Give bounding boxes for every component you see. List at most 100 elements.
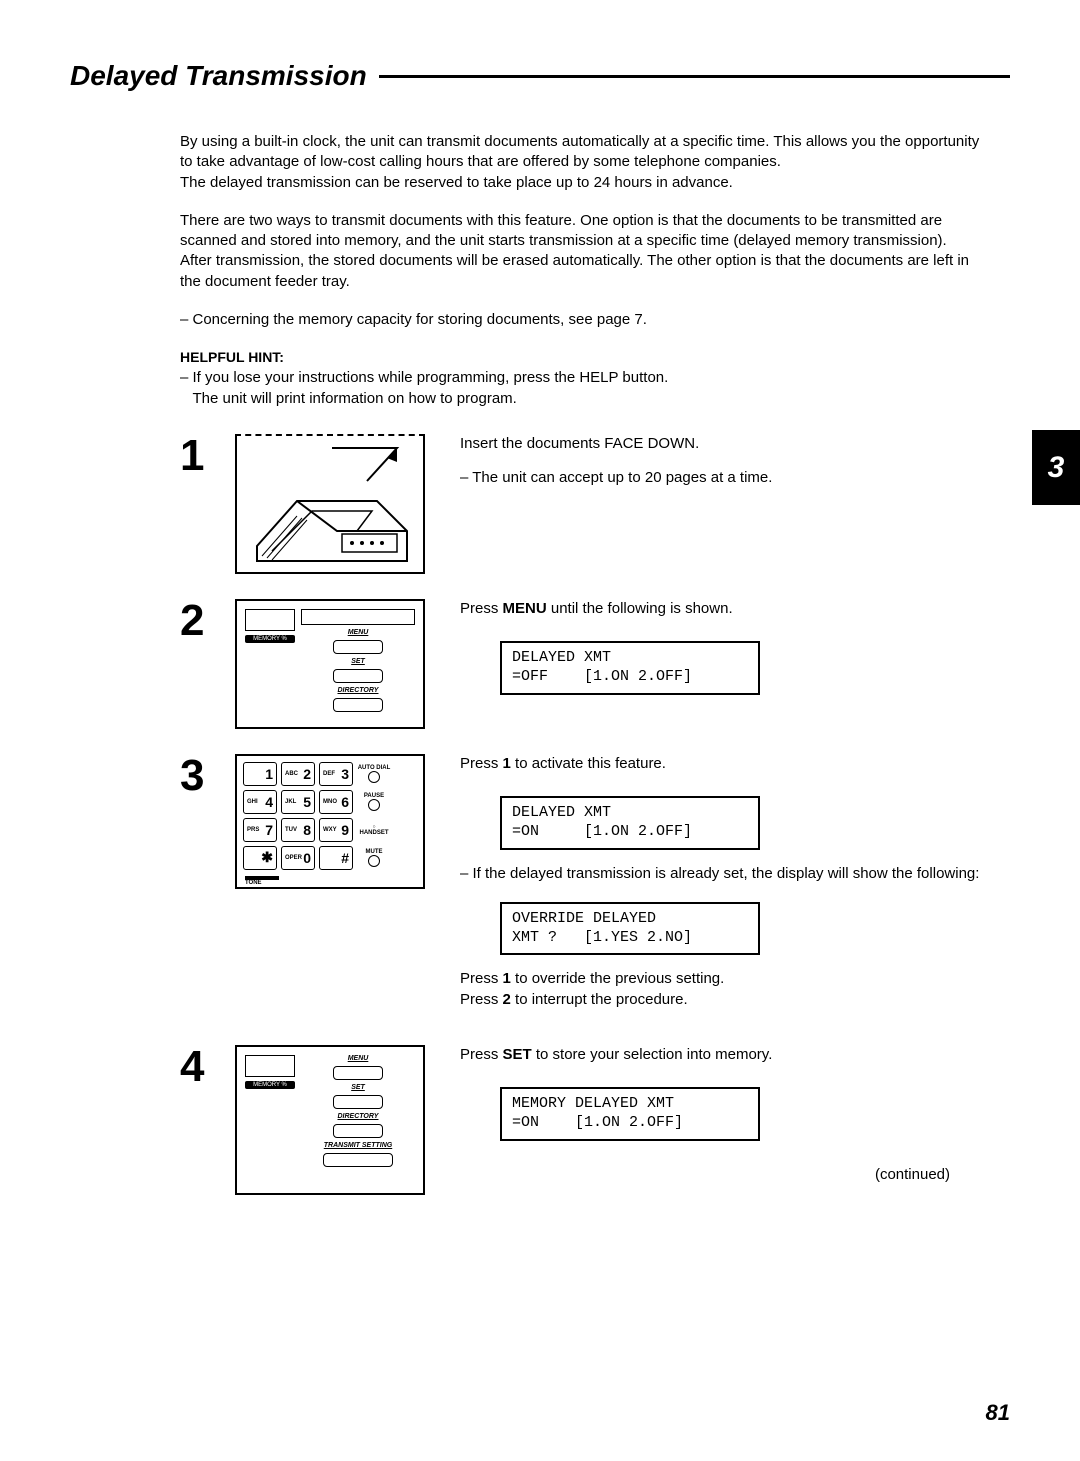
pause-label: PAUSE	[364, 793, 384, 799]
key-9: WXY9	[319, 818, 353, 842]
control-panel-icon-2: MEMORY % MENU SET DIRECTORY TRANSMIT SET…	[235, 1045, 425, 1195]
key-0: OPER0	[281, 846, 315, 870]
lcd-strip-2	[245, 1055, 295, 1077]
step-1-illustration	[235, 434, 435, 574]
step-3-number: 3	[180, 754, 235, 798]
control-panel-icon: MEMORY % MENU SET DIRECTORY	[235, 599, 425, 729]
menu-label: MENU	[348, 629, 369, 636]
page-number: 81	[986, 1400, 1010, 1426]
key-1: 1	[243, 762, 277, 786]
step-3-pre: Press	[460, 755, 503, 772]
step-3-after-pre2: Press	[460, 991, 503, 1008]
autodial-label: AUTO DIAL	[358, 765, 391, 771]
key-5: JKL5	[281, 790, 315, 814]
step-2-post: until the following is shown.	[547, 600, 733, 617]
step-1: 1 Insert the d	[180, 434, 980, 574]
key-7: PRS7	[243, 818, 277, 842]
autodial-led-icon	[368, 771, 380, 783]
step-4-illustration: MEMORY % MENU SET DIRECTORY TRANSMIT SET…	[235, 1045, 435, 1195]
step-3-after-post1: to override the previous setting.	[511, 970, 724, 987]
key-6: MNO6	[319, 790, 353, 814]
key-hash: #	[319, 846, 353, 870]
title-rule	[379, 75, 1010, 78]
intro-block: By using a built-in clock, the unit can …	[180, 132, 980, 409]
step-3-illustration: 1 ABC2 DEF3 AUTO DIAL GHI4 JKL5 MNO6 PAU…	[235, 754, 435, 889]
memory-lamp-label: MEMORY %	[245, 635, 295, 643]
step-3-after-pre1: Press	[460, 970, 503, 987]
step-2-text: Press MENU until the following is shown.…	[460, 599, 980, 709]
hint-label: HELPFUL HINT:	[180, 349, 284, 365]
directory-button-icon	[333, 698, 383, 712]
chapter-tab: 3	[1032, 430, 1080, 505]
continued-label: (continued)	[460, 1165, 950, 1185]
step-3-post: to activate this feature.	[511, 755, 666, 772]
mute-led-icon	[368, 855, 380, 867]
step-4-post: to store your selection into memory.	[532, 1046, 773, 1063]
menu-button-icon-2	[333, 1066, 383, 1080]
intro-p1: By using a built-in clock, the unit can …	[180, 132, 980, 193]
step-4: 4 MEMORY % MENU SET DIRECTORY TRANSMIT	[180, 1045, 980, 1195]
hint-block: HELPFUL HINT: – If you lose your instruc…	[180, 348, 980, 409]
mute-label: MUTE	[366, 849, 383, 855]
step-4-pre: Press	[460, 1046, 503, 1063]
memory-lamp-label-2: MEMORY %	[245, 1081, 295, 1089]
step-3-after-b1: 1	[503, 970, 511, 987]
intro-p1-text: By using a built-in clock, the unit can …	[180, 133, 979, 170]
set-label: SET	[351, 658, 365, 665]
step-4-lcd: MEMORY DELAYED XMT =ON [1.ON 2.OFF]	[500, 1087, 760, 1141]
hint-line2: The unit will print information on how t…	[193, 390, 517, 407]
handset-label: HANDSET	[359, 830, 388, 836]
step-3: 3 1 ABC2 DEF3 AUTO DIAL GHI4 JKL5 MNO6 P…	[180, 754, 980, 1020]
lcd-strip-wide	[301, 609, 415, 625]
step-3-lcd2: OVERRIDE DELAYED XMT ? [1.YES 2.NO]	[500, 902, 760, 956]
intro-p3: There are two ways to transmit documents…	[180, 211, 980, 292]
step-2: 2 MEMORY % MENU SET DIRECTORY	[180, 599, 980, 729]
step-3-bold: 1	[503, 755, 511, 772]
page-title: Delayed Transmission	[70, 60, 367, 92]
transmit-button-icon	[323, 1153, 393, 1167]
menu-button-icon	[333, 640, 383, 654]
step-3-after-post2: to interrupt the procedure.	[511, 991, 688, 1008]
step-4-text: Press SET to store your selection into m…	[460, 1045, 980, 1185]
fax-machine-icon	[235, 434, 425, 574]
set-button-icon-2	[333, 1095, 383, 1109]
fax-svg	[237, 436, 427, 576]
hint-line1: – If you lose your instructions while pr…	[180, 369, 668, 386]
step-3-after-b2: 2	[503, 991, 511, 1008]
directory-label: DIRECTORY	[338, 687, 379, 694]
set-button-icon	[333, 669, 383, 683]
step-4-number: 4	[180, 1045, 235, 1089]
key-star: ✱	[243, 846, 277, 870]
transmit-label: TRANSMIT SETTING	[324, 1142, 392, 1149]
step-4-bold: SET	[503, 1046, 532, 1063]
set-label-2: SET	[351, 1084, 365, 1091]
menu-label-2: MENU	[348, 1055, 369, 1062]
page: 3 Delayed Transmission By using a built-…	[0, 0, 1080, 1461]
title-row: Delayed Transmission	[70, 60, 1010, 92]
step-2-pre: Press	[460, 600, 503, 617]
lcd-strip	[245, 609, 295, 631]
step-1-text: Insert the documents FACE DOWN. – The un…	[460, 434, 980, 499]
key-4: GHI4	[243, 790, 277, 814]
step-1-number: 1	[180, 434, 235, 478]
step-2-bold: MENU	[503, 600, 547, 617]
steps-block: 1 Insert the d	[180, 434, 980, 1195]
intro-p4: – Concerning the memory capacity for sto…	[180, 310, 980, 330]
key-3: DEF3	[319, 762, 353, 786]
step-2-lcd: DELAYED XMT =OFF [1.ON 2.OFF]	[500, 641, 760, 695]
step-2-illustration: MEMORY % MENU SET DIRECTORY	[235, 599, 435, 729]
directory-button-icon-2	[333, 1124, 383, 1138]
step-3-text: Press 1 to activate this feature. DELAYE…	[460, 754, 980, 1020]
step-1-line1: Insert the documents FACE DOWN.	[460, 434, 980, 454]
intro-p2-text: The delayed transmission can be reserved…	[180, 174, 733, 191]
step-3-lcd1: DELAYED XMT =ON [1.ON 2.OFF]	[500, 796, 760, 850]
key-8: TUV8	[281, 818, 315, 842]
keypad-icon: 1 ABC2 DEF3 AUTO DIAL GHI4 JKL5 MNO6 PAU…	[235, 754, 425, 889]
step-3-note: – If the delayed transmission is already…	[460, 864, 980, 884]
directory-label-2: DIRECTORY	[338, 1113, 379, 1120]
step-1-line2: – The unit can accept up to 20 pages at …	[460, 468, 980, 488]
step-2-number: 2	[180, 599, 235, 643]
tone-label: TONE	[245, 880, 262, 886]
key-2: ABC2	[281, 762, 315, 786]
pause-led-icon	[368, 799, 380, 811]
